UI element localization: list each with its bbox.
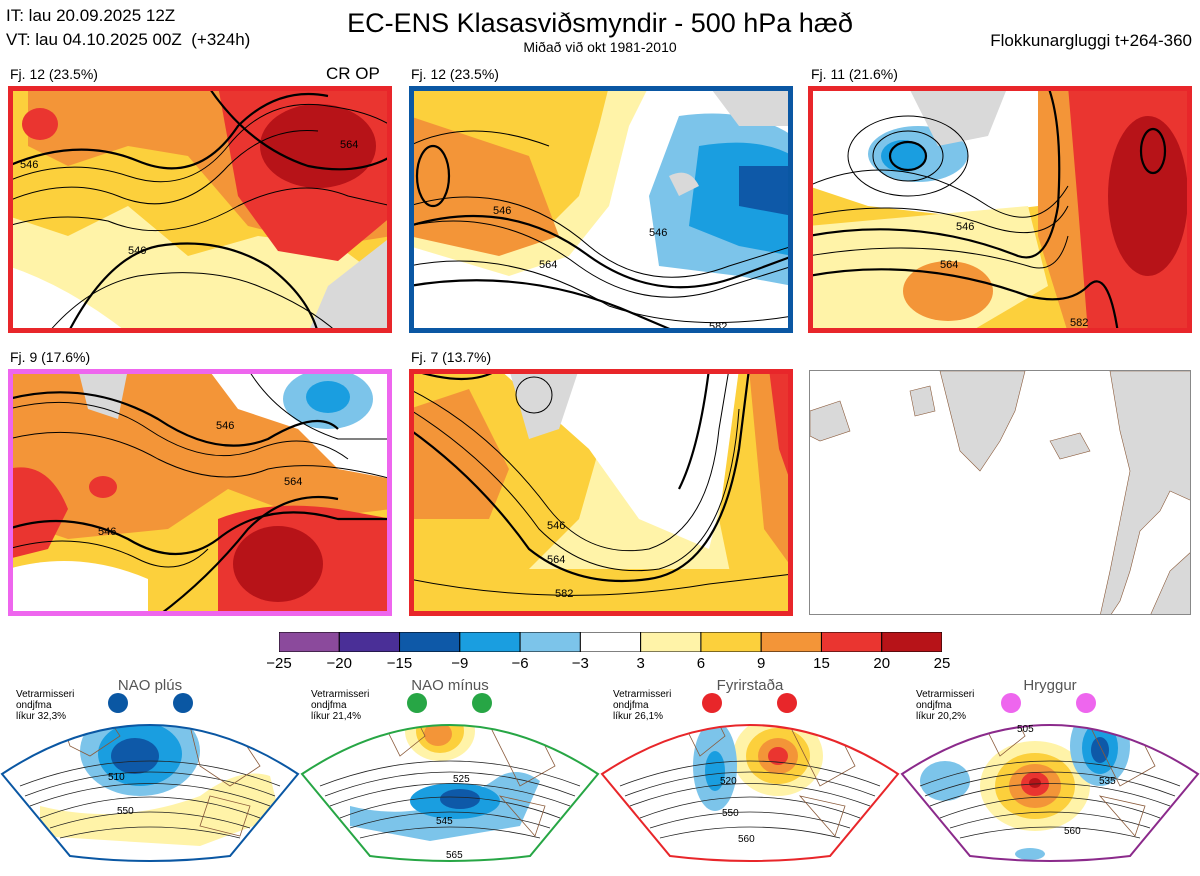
regime-stats-nao-minus: Vetrarmisseri ondjfma líkur 21,4% — [311, 689, 370, 722]
blocking-marker — [777, 693, 797, 713]
panel-3-label: Fj. 11 (21.6%) — [811, 66, 898, 82]
cluster-map-4: 546 564 546 — [8, 369, 392, 616]
panel-5-label: Fj. 7 (13.7%) — [411, 349, 492, 365]
regime-contour-label: 550 — [117, 806, 134, 817]
panel-1-contour-label: 564 — [340, 139, 358, 151]
panel-4-contour-label: 546 — [216, 420, 234, 432]
cluster-map-3: 546 564 582 — [808, 86, 1192, 333]
colorbar-tick-label: −3 — [571, 655, 589, 672]
panel-5-contour-label: 564 — [547, 554, 565, 566]
panel-4-contour-label: 564 — [284, 476, 302, 488]
nao-minus-marker — [407, 693, 427, 713]
cluster-map-2: 546 564 546 582 — [409, 86, 793, 333]
valid-time: VT: lau 04.10.2025 00Z (+324h) — [6, 30, 251, 49]
colorbar-swatch — [579, 631, 642, 653]
regime-stats-ridge: Vetrarmisseri ondjfma líkur 20,2% — [916, 689, 975, 722]
regime-stats-nao-plus: Vetrarmisseri ondjfma líkur 32,3% — [16, 689, 75, 722]
regime-contour-label: 560 — [1064, 826, 1081, 837]
regime-contour-label: 565 — [446, 850, 463, 861]
regime-title-ridge: Hryggur — [1023, 677, 1077, 694]
cluster-3-border — [808, 86, 1192, 333]
colorbar-tick-label: −20 — [326, 655, 352, 672]
colorbar-tick-label: 6 — [696, 655, 706, 672]
colorbar-ticks: −25 −20 −15 −9 −6 −3 3 6 9 15 20 25 — [266, 655, 950, 673]
colorbar-swatch — [338, 631, 401, 653]
colorbar-swatch — [760, 631, 822, 653]
regime-contour-label: 525 — [453, 774, 470, 785]
colorbar-tick-label: −15 — [386, 655, 413, 672]
regime-contour-label: 520 — [720, 776, 737, 787]
regime-title-blocking: Fyrirstaða — [716, 677, 784, 694]
panel-1-label: Fj. 12 (23.5%) — [10, 66, 98, 82]
cluster-map-5: 546 564 582 — [409, 369, 793, 616]
ridge-marker — [1001, 693, 1021, 713]
panel-3-contour-label: 564 — [940, 259, 958, 271]
regime-panels: 510 550 525 545 565 520 550 560 505 535 … — [0, 676, 1200, 871]
colorbar-swatch — [519, 631, 581, 653]
colorbar-tick-label: 20 — [873, 655, 891, 672]
regime-contour-label: 560 — [738, 834, 755, 845]
regime-contour-label: 510 — [108, 772, 125, 783]
panel-4-contour-label: 546 — [98, 526, 116, 538]
panel-3-contour-label: 546 — [956, 221, 974, 233]
colorbar-tick-label: 25 — [933, 655, 951, 672]
ridge-marker — [1076, 693, 1096, 713]
regime-contour-label: 535 — [1099, 776, 1116, 787]
blocking-marker — [702, 693, 722, 713]
cluster-2-border — [409, 86, 793, 333]
classification-window: Flokkunargluggi t+264-360 — [990, 31, 1192, 50]
colorbar-swatch — [278, 631, 340, 653]
base-map-empty — [809, 370, 1191, 615]
nao-minus-marker — [472, 693, 492, 713]
colorbar-swatch — [640, 631, 702, 653]
colorbar-swatch — [700, 631, 762, 653]
colorbar-tick-label: −25 — [266, 655, 292, 672]
panel-2-contour-label: 546 — [493, 205, 511, 217]
colorbar-tick-label: −6 — [511, 655, 529, 672]
regime-title-nao-minus: NAO mínus — [411, 677, 489, 694]
panel-4-label: Fj. 9 (17.6%) — [10, 349, 91, 365]
regime-contour-label: 545 — [436, 816, 453, 827]
colorbar-tick-label: 9 — [757, 655, 766, 672]
colorbar-tick-label: 15 — [813, 655, 830, 672]
panel-5-contour-label: 546 — [547, 520, 565, 532]
colorbar-tick-label: −9 — [451, 655, 469, 672]
panel-5-contour-label: 582 — [555, 588, 573, 600]
cluster-map-1: 546 564 546 — [8, 86, 392, 333]
colorbar-swatch — [399, 631, 461, 653]
colorbar-swatch — [820, 631, 883, 653]
page-title: EC-ENS Klasasviðsmyndir - 500 hPa hæð — [347, 8, 853, 38]
panel-2-contour-label: 564 — [539, 259, 557, 271]
issue-time: IT: lau 20.09.2025 12Z — [6, 6, 176, 25]
nao-plus-marker — [173, 693, 193, 713]
colorbar — [278, 631, 943, 653]
panel-1-contour-label: 546 — [128, 245, 146, 257]
cluster-5-border — [409, 369, 793, 616]
colorbar-swatch — [459, 631, 521, 653]
regime-contour-label: 505 — [1017, 724, 1034, 735]
page-subtitle: Miðað við okt 1981-2010 — [523, 39, 677, 55]
regime-stats-blocking: Vetrarmisseri ondjfma líkur 26,1% — [613, 689, 672, 722]
colorbar-tick-label: 3 — [636, 655, 645, 672]
regime-contour-label: 550 — [722, 808, 739, 819]
nao-plus-marker — [108, 693, 128, 713]
panel-3-contour-label: 582 — [1070, 317, 1088, 329]
panel-2-label: Fj. 12 (23.5%) — [411, 66, 499, 82]
cluster-4-border — [8, 369, 392, 616]
panel-2-contour-label: 546 — [649, 227, 667, 239]
regime-title-nao-plus: NAO plús — [117, 677, 183, 694]
control-operational-badge: CR OP — [326, 64, 380, 83]
cluster-1-border — [8, 86, 392, 333]
colorbar-swatch — [881, 631, 943, 653]
panel-1-contour-label: 546 — [20, 159, 38, 171]
